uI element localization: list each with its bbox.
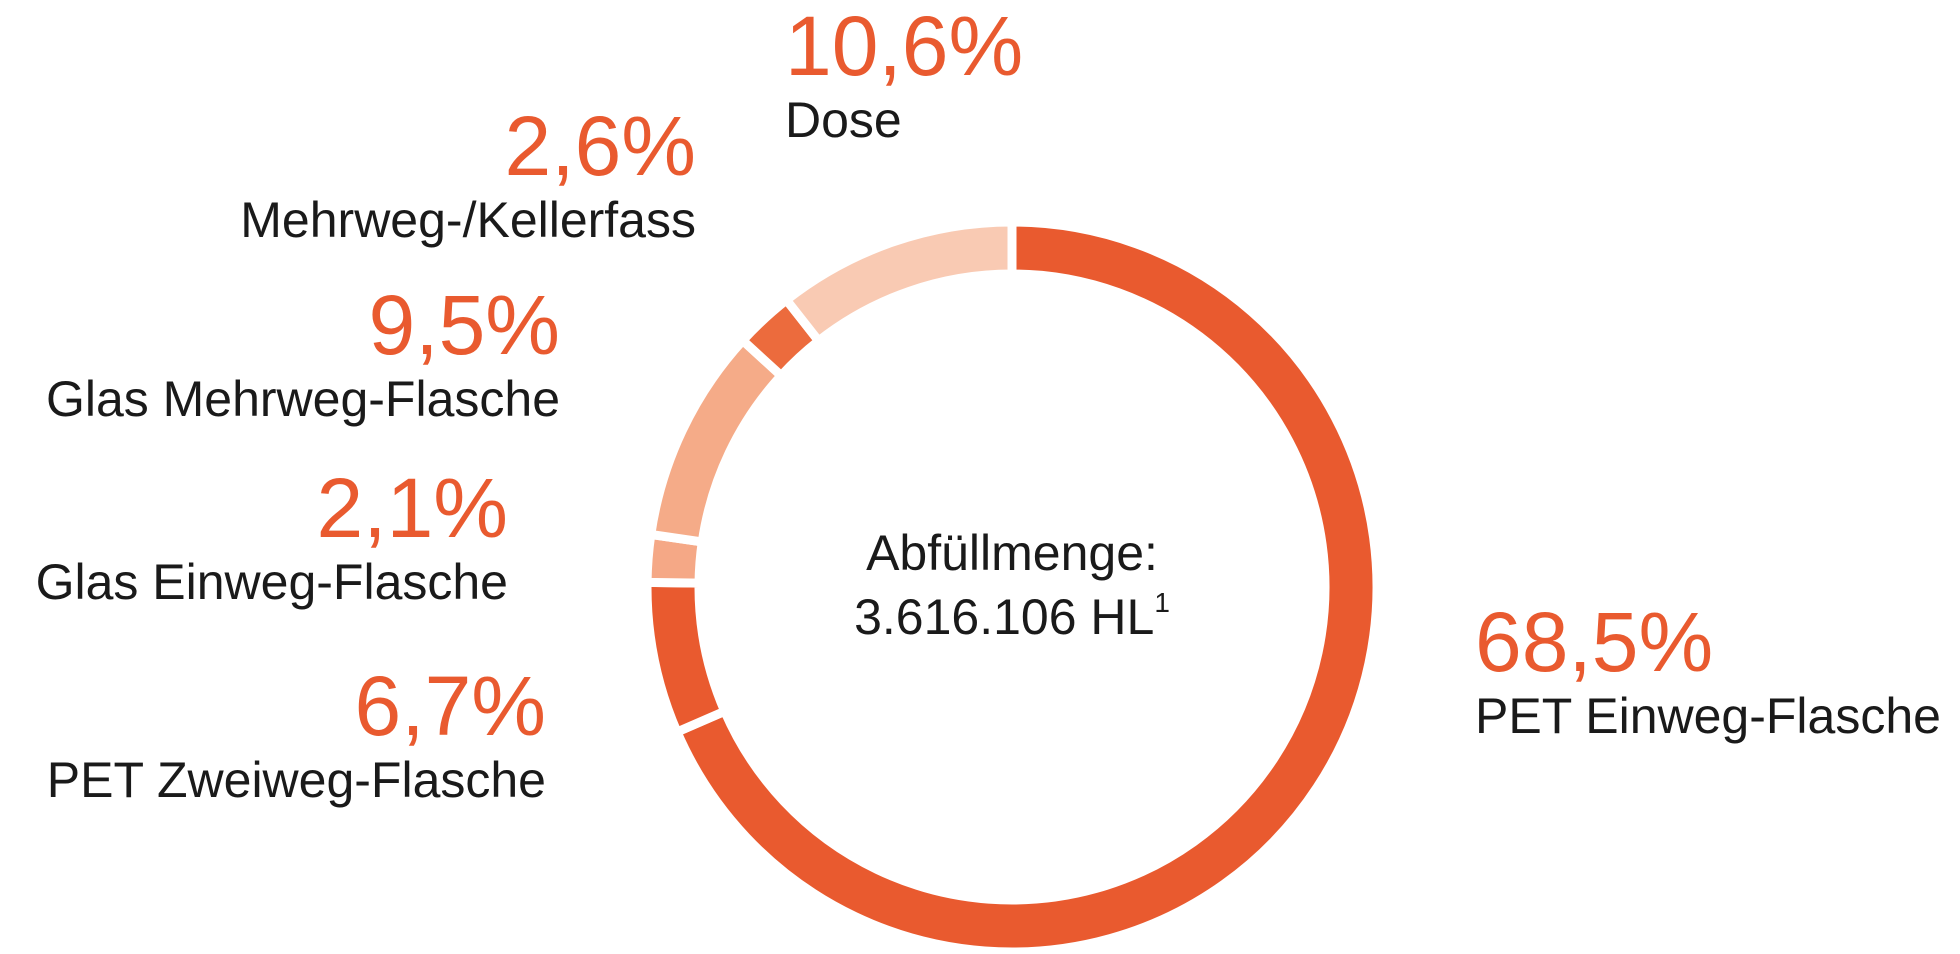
donut-slice [645, 334, 788, 548]
category-label: Mehrweg-/Kellerfass [240, 192, 696, 248]
center-value: 3.616.106 HL1 [854, 587, 1170, 645]
center-total: 3.616.106 HL [854, 589, 1154, 645]
footnote-mark: 1 [1154, 587, 1170, 618]
donut-slice [671, 217, 1382, 954]
value-label: 9,5% [369, 278, 560, 372]
value-label: 6,7% [355, 659, 546, 753]
donut-slice [642, 577, 731, 738]
center-label: Abfüllmenge: [866, 525, 1158, 581]
category-label: Glas Mehrweg-Flasche [46, 371, 560, 427]
donut-slice [780, 217, 1017, 348]
value-label: 68,5% [1475, 595, 1713, 689]
category-label: PET Zweiweg-Flasche [47, 752, 546, 808]
category-label: Glas Einweg-Flasche [36, 554, 508, 610]
category-label: PET Einweg-Flasche [1475, 688, 1941, 744]
value-label: 2,6% [505, 99, 696, 193]
value-label: 10,6% [785, 0, 1023, 93]
value-label: 2,1% [317, 461, 508, 555]
category-label: Dose [785, 92, 902, 148]
